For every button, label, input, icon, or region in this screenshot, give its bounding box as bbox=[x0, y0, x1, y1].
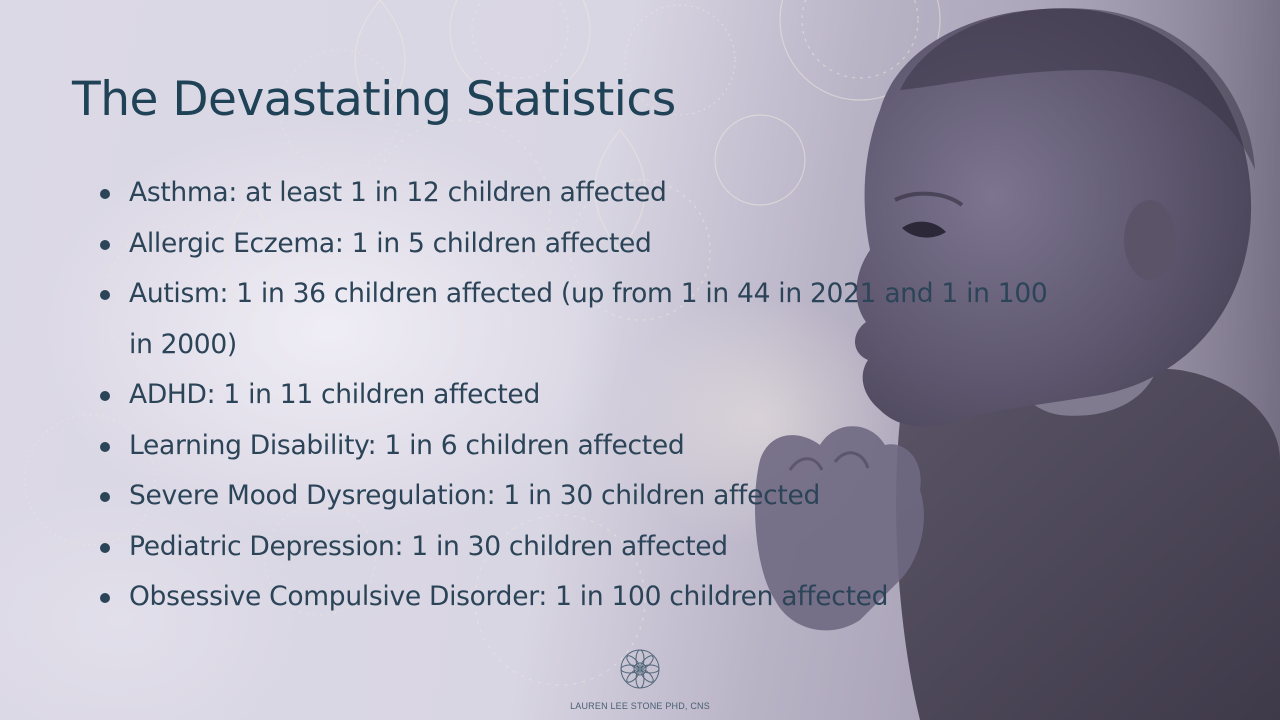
stat-pediatric-depression: Pediatric Depression: 1 in 30 children a… bbox=[72, 522, 1069, 573]
stat-text: Allergic Eczema: 1 in 5 children affecte… bbox=[129, 227, 652, 259]
bullet-icon bbox=[100, 441, 110, 452]
mandala-icon bbox=[620, 649, 660, 689]
footer-branding: LAUREN LEE STONE PHD, CNS bbox=[540, 648, 740, 716]
stat-text: Autism: 1 in 36 children affected (up fr… bbox=[129, 278, 1048, 360]
slide-title: The Devastating Statistics bbox=[72, 72, 676, 127]
stat-text: Asthma: at least 1 in 12 children affect… bbox=[129, 177, 667, 208]
stat-text: Learning Disability: 1 in 6 children aff… bbox=[129, 429, 685, 461]
bullet-icon bbox=[100, 492, 110, 502]
bullet-icon bbox=[100, 239, 110, 250]
stat-text: Pediatric Depression: 1 in 30 children a… bbox=[129, 530, 728, 562]
statistics-list: Asthma: at least 1 in 12 children affect… bbox=[72, 168, 1072, 623]
author-credit: LAUREN LEE STONE PHD, CNS bbox=[570, 701, 710, 711]
bullet-icon bbox=[100, 189, 110, 199]
stat-severe-mood-dysregulation: Severe Mood Dysregulation: 1 in 30 child… bbox=[72, 471, 1069, 522]
stat-text: Obsessive Compulsive Disorder: 1 in 100 … bbox=[129, 581, 889, 612]
stat-autism: Autism: 1 in 36 children affected (up fr… bbox=[72, 269, 1069, 370]
stat-adhd: ADHD: 1 in 11 children affected bbox=[72, 370, 1069, 421]
bullet-icon bbox=[100, 593, 110, 603]
bullet-icon bbox=[100, 542, 110, 553]
stat-allergic-eczema: Allergic Eczema: 1 in 5 children affecte… bbox=[72, 219, 1069, 270]
stat-ocd: Obsessive Compulsive Disorder: 1 in 100 … bbox=[72, 572, 1069, 623]
bullet-icon bbox=[100, 290, 110, 300]
stat-asthma: Asthma: at least 1 in 12 children affect… bbox=[72, 168, 1069, 219]
bullet-icon bbox=[100, 391, 110, 401]
stat-learning-disability: Learning Disability: 1 in 6 children aff… bbox=[72, 421, 1069, 472]
stat-text: Severe Mood Dysregulation: 1 in 30 child… bbox=[129, 480, 820, 511]
stat-text: ADHD: 1 in 11 children affected bbox=[129, 379, 540, 410]
